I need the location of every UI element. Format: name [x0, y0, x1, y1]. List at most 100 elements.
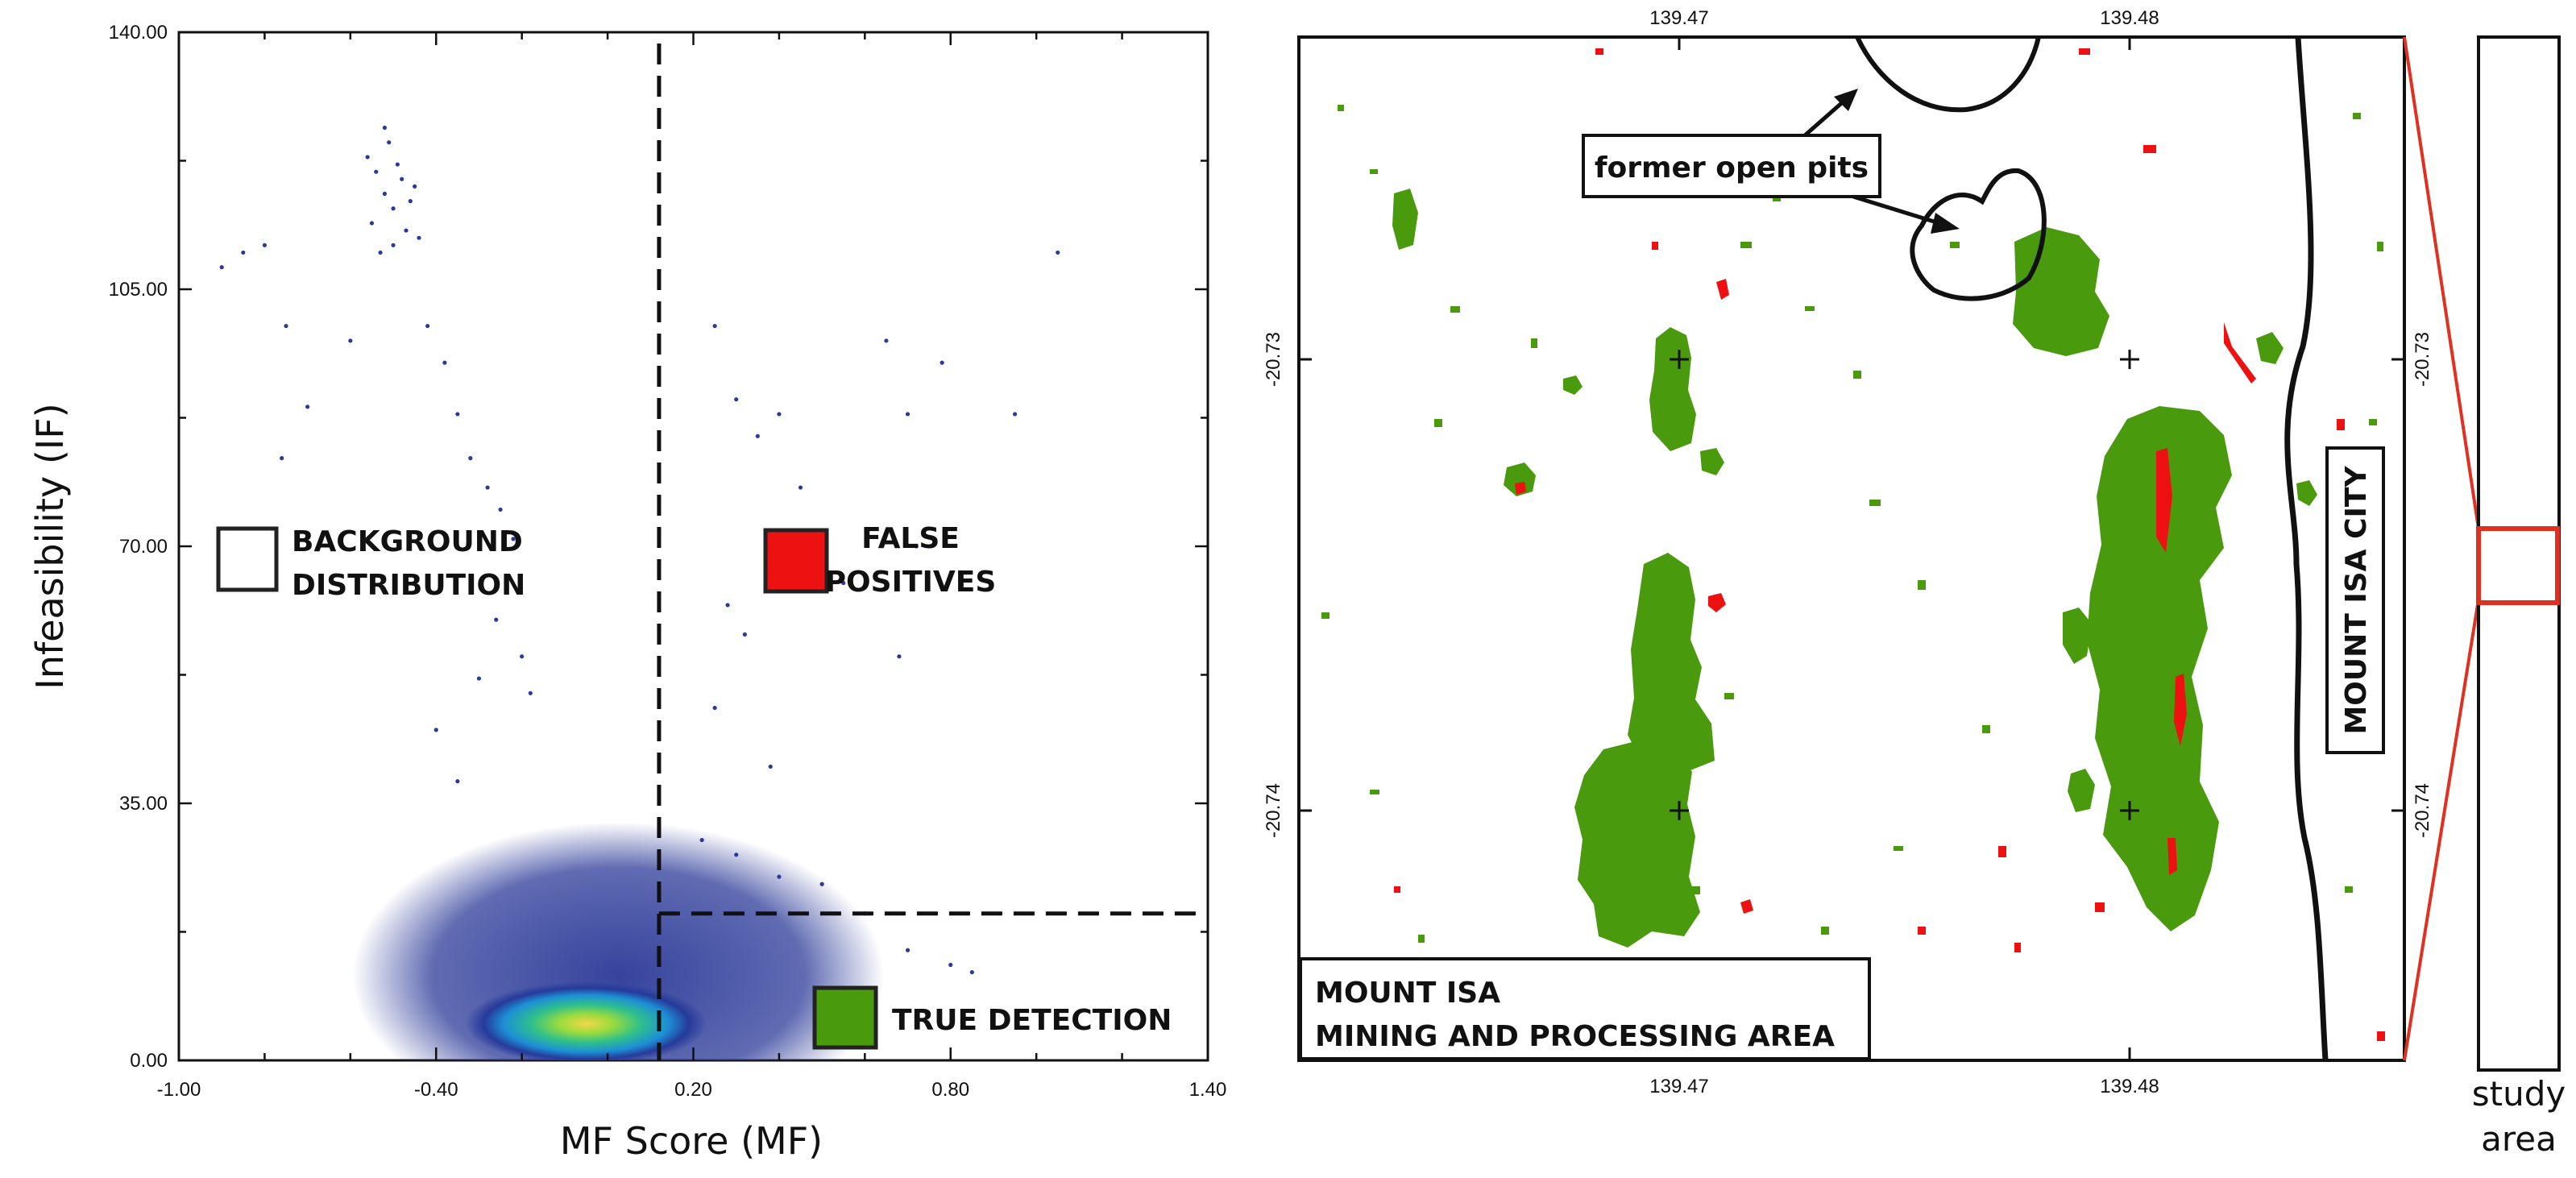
scatter-point-11	[391, 243, 396, 247]
legend-background-swatch	[216, 526, 279, 592]
study-area-inset: study area	[2403, 35, 2566, 1159]
scatter-point-28	[511, 537, 516, 541]
density-core	[465, 981, 707, 1060]
study-area-label-1: study	[2472, 1074, 2566, 1114]
map-right-label-2: -20.74	[2412, 783, 2433, 838]
scatter-point-37	[777, 412, 782, 417]
legend-background: BACKGROUND DISTRIBUTION	[216, 525, 525, 602]
scatter-point-0	[382, 191, 387, 197]
scatter-point-14	[382, 125, 387, 131]
map-detections	[1321, 37, 2385, 1060]
scatter-point-8	[408, 199, 413, 204]
legend-background-label-2: DISTRIBUTION	[292, 569, 525, 602]
legend-false-positives-swatch	[763, 528, 829, 594]
pit-annotation-box	[1582, 134, 1881, 198]
arrow-to-south-pit-head	[1931, 213, 1960, 234]
x-tick-label: 0.80	[931, 1079, 969, 1101]
scatter-point-33	[433, 728, 438, 732]
scatter-point-3	[404, 228, 409, 233]
area-title-line-2: MINING AND PROCESSING AREA	[1315, 1020, 1835, 1053]
scatter-point-12	[365, 155, 370, 160]
study-area-label-2: area	[2481, 1119, 2557, 1159]
city-label-text: MOUNT ISA CITY	[2340, 466, 2373, 735]
scatter-point-31	[476, 676, 482, 681]
legend-false-positives-label-1: FALSE	[861, 522, 960, 555]
map-right-label-1: -20.73	[2412, 332, 2433, 387]
area-title-line-1: MOUNT ISA	[1315, 977, 1500, 1010]
legend-background-label-1: BACKGROUND	[292, 525, 523, 558]
scatter-point-10	[413, 184, 417, 189]
area-title: MOUNT ISA MINING AND PROCESSING AREA	[1299, 957, 1871, 1060]
scatter-point-19	[305, 404, 310, 409]
scatter-point-43	[905, 412, 911, 417]
scatter-point-2	[400, 176, 404, 181]
scatter-point-24	[455, 412, 460, 417]
y-axis-title: Infeasibility (IF)	[28, 403, 72, 690]
scatter-point-27	[498, 507, 503, 512]
open-pit-outline-north	[1855, 37, 2041, 113]
scatter-point-54	[948, 962, 953, 968]
scatter-point-16	[241, 250, 246, 255]
y-tick-label: 70.00	[119, 536, 168, 558]
x-axis-ticks: -1.00 -0.40 0.20 0.80 1.40	[157, 32, 1226, 1101]
scatter-point-7	[378, 250, 383, 255]
scatter-point-4	[374, 169, 379, 174]
scatter-point-50	[777, 874, 782, 879]
pit-annotation-label: former open pits	[1595, 151, 1869, 185]
arrow-to-north-pit	[1803, 98, 1847, 137]
arrow-to-north-pit-head	[1834, 89, 1858, 111]
scatter-point-21	[348, 338, 353, 343]
scatter-point-55	[969, 970, 974, 975]
map-top-label-2: 139.48	[2100, 7, 2159, 29]
scatter-point-34	[455, 779, 460, 784]
scatter-point-30	[520, 654, 525, 659]
scatter-point-38	[798, 485, 803, 490]
y-axis-ticks: 0.00 35.00 70.00 105.00 140.00	[109, 22, 1208, 1072]
scatter-point-29	[494, 617, 499, 622]
scatter-point-9	[369, 221, 375, 226]
detection-patch-west-middle	[1628, 553, 1715, 770]
scatter-point-35	[734, 397, 739, 402]
sparse-points	[219, 125, 1060, 975]
y-tick-label: 140.00	[109, 22, 168, 44]
scatter-point-57	[897, 654, 902, 659]
detection-map: 139.47 139.48 139.47 139.48 -20.73 -20.7…	[1263, 7, 2433, 1097]
scatter-point-15	[219, 265, 224, 270]
x-axis-title: MF Score (MF)	[560, 1119, 823, 1163]
pit-annotation: former open pits	[1582, 89, 1960, 234]
detection-patch-west-south	[1574, 741, 1700, 948]
city-boundary-line	[2284, 37, 2329, 1060]
map-left-label-1: -20.73	[1263, 332, 1284, 387]
scatter-point-49	[734, 852, 739, 857]
scatter-point-26	[485, 485, 490, 490]
arrow-to-south-pit	[1852, 194, 1943, 226]
scatter-point-25	[468, 456, 473, 461]
scatter-point-36	[755, 433, 760, 438]
scatter-point-41	[841, 580, 846, 586]
scatter-point-17	[262, 243, 268, 247]
scatter-point-45	[1012, 412, 1018, 417]
scatter-point-47	[712, 323, 717, 329]
scatter-point-51	[819, 881, 824, 886]
scatter-point-13	[417, 235, 421, 240]
scatter-plot: -1.00 -0.40 0.20 0.80 1.40 0.00 35.00 70.00 105…	[28, 22, 1226, 1163]
detection-patch-east-belt	[2087, 406, 2232, 931]
x-tick-label: -1.00	[157, 1079, 201, 1101]
scatter-point-58	[712, 705, 717, 711]
threshold-lines	[657, 44, 1201, 1060]
scatter-point-48	[699, 837, 704, 843]
map-bottom-label-1: 139.47	[1649, 1076, 1708, 1097]
scatter-point-44	[940, 360, 944, 365]
y-tick-label: 105.00	[109, 279, 168, 301]
map-left-label-2: -20.74	[1263, 783, 1284, 838]
grid-crosshairs	[1670, 350, 2139, 820]
scatter-point-22	[425, 323, 430, 329]
scatter-point-6	[387, 140, 392, 145]
scatter-point-59	[768, 764, 773, 769]
scatter-point-40	[742, 632, 747, 637]
x-tick-label: 0.20	[674, 1079, 712, 1101]
scatter-point-1	[391, 206, 396, 211]
scatter-point-56	[914, 544, 919, 549]
y-tick-label: 35.00	[119, 793, 168, 815]
density-cloud	[352, 822, 885, 1060]
